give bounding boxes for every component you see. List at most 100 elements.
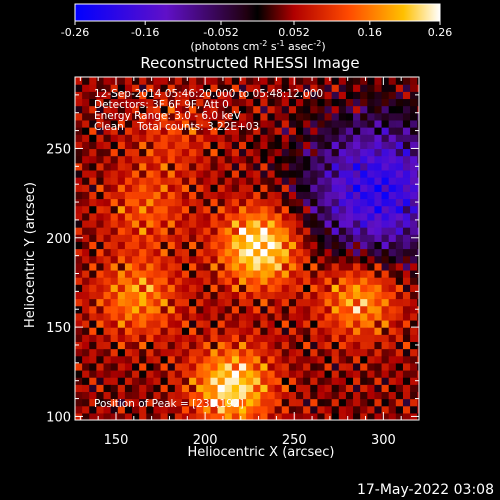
heatmap-cell	[139, 77, 147, 85]
heatmap-cell	[196, 334, 204, 342]
heatmap-cell	[89, 298, 97, 307]
heatmap-cell	[153, 119, 162, 128]
heatmap-cell	[217, 277, 226, 285]
heatmap-cell	[246, 298, 254, 307]
heatmap-cell	[260, 98, 269, 107]
heatmap-cell	[360, 255, 368, 264]
heatmap-cell	[231, 162, 240, 171]
heatmap-cell	[196, 91, 204, 100]
heatmap-cell	[317, 269, 326, 278]
heatmap-cell	[153, 127, 162, 135]
heatmap-cell	[203, 169, 212, 178]
heatmap-cell	[139, 198, 147, 207]
heatmap-cell	[96, 84, 105, 92]
heatmap-cell	[288, 191, 297, 200]
heatmap-cell	[160, 169, 169, 178]
heatmap-cell	[381, 177, 390, 185]
heatmap-cell	[224, 319, 233, 328]
heatmap-cell	[381, 398, 390, 407]
heatmap-cell	[181, 291, 190, 300]
heatmap-cell	[310, 369, 319, 378]
heatmap-cell	[374, 269, 383, 278]
heatmap-cell	[238, 384, 247, 393]
heatmap-cell	[388, 227, 397, 235]
heatmap-cell	[331, 84, 340, 92]
heatmap-cell	[203, 148, 212, 157]
heatmap-cell	[160, 212, 169, 221]
heatmap-cell	[381, 134, 390, 142]
heatmap-cell	[410, 155, 418, 164]
heatmap-cell	[124, 277, 133, 285]
heatmap-cell	[331, 127, 340, 135]
heatmap-cell	[174, 119, 183, 128]
heatmap-cell	[353, 334, 361, 342]
heatmap-cell	[231, 355, 240, 364]
heatmap-cell	[203, 277, 212, 285]
heatmap-cell	[296, 91, 304, 100]
heatmap-cell	[345, 269, 354, 278]
heatmap-cell	[181, 305, 190, 314]
heatmap-cell	[181, 355, 190, 364]
heatmap-cell	[374, 112, 383, 121]
heatmap-cell	[203, 355, 212, 364]
annotations: 12-Sep-2014 05:46:20.000 to 05:48:12.000…	[94, 88, 323, 410]
y-tick-label: 200	[46, 232, 71, 247]
heatmap-cell	[189, 391, 197, 400]
heatmap-cell	[374, 105, 383, 114]
heatmap-cell	[388, 91, 397, 100]
heatmap-cell	[345, 327, 354, 335]
heatmap-cell	[410, 405, 418, 414]
heatmap-cell	[338, 162, 347, 171]
heatmap-cell	[181, 284, 190, 292]
heatmap-cell	[181, 348, 190, 357]
heatmap-cell	[124, 319, 133, 328]
heatmap-cell	[345, 291, 354, 300]
heatmap-cell	[402, 384, 411, 393]
heatmap-cell	[360, 334, 368, 342]
heatmap-cell	[410, 198, 418, 207]
heatmap-cell	[75, 177, 83, 185]
heatmap-cell	[338, 91, 347, 100]
heatmap-cell	[82, 391, 90, 400]
heatmap-cell	[317, 319, 326, 328]
heatmap-cell	[167, 169, 176, 178]
heatmap-cell	[132, 148, 140, 157]
heatmap-cell	[367, 277, 376, 285]
heatmap-cell	[174, 248, 183, 257]
heatmap-cell	[189, 341, 197, 350]
heatmap-cell	[167, 298, 176, 307]
heatmap-cell	[189, 177, 197, 185]
heatmap-cell	[124, 98, 133, 107]
heatmap-cell	[381, 291, 390, 300]
heatmap-cell	[310, 291, 319, 300]
heatmap-cell	[82, 298, 90, 307]
heatmap-cell	[402, 227, 411, 235]
heatmap-cell	[310, 148, 319, 157]
heatmap-cell	[303, 184, 311, 192]
heatmap-cell	[281, 148, 290, 157]
heatmap-cell	[260, 348, 269, 357]
heatmap-cell	[75, 248, 83, 257]
heatmap-cell	[231, 77, 240, 85]
heatmap-cell	[303, 219, 311, 228]
heatmap-cell	[238, 334, 247, 342]
heatmap-cell	[132, 312, 140, 321]
heatmap-cell	[103, 241, 112, 250]
heatmap-cell	[388, 241, 397, 250]
heatmap-cell	[167, 412, 176, 420]
heatmap-cell	[96, 198, 105, 207]
heatmap-cell	[181, 191, 190, 200]
heatmap-cell	[281, 284, 290, 292]
heatmap-cell	[217, 262, 226, 271]
heatmap-cell	[110, 177, 119, 185]
heatmap-cell	[189, 334, 197, 342]
heatmap-cell	[210, 369, 219, 378]
heatmap-cell	[238, 105, 247, 114]
heatmap-cell	[417, 169, 419, 178]
heatmap-cell	[210, 127, 219, 135]
heatmap-cell	[253, 284, 261, 292]
heatmap-cell	[303, 148, 311, 157]
heatmap-cell	[217, 405, 226, 414]
heatmap-cell	[231, 412, 240, 420]
heatmap-cell	[267, 269, 276, 278]
